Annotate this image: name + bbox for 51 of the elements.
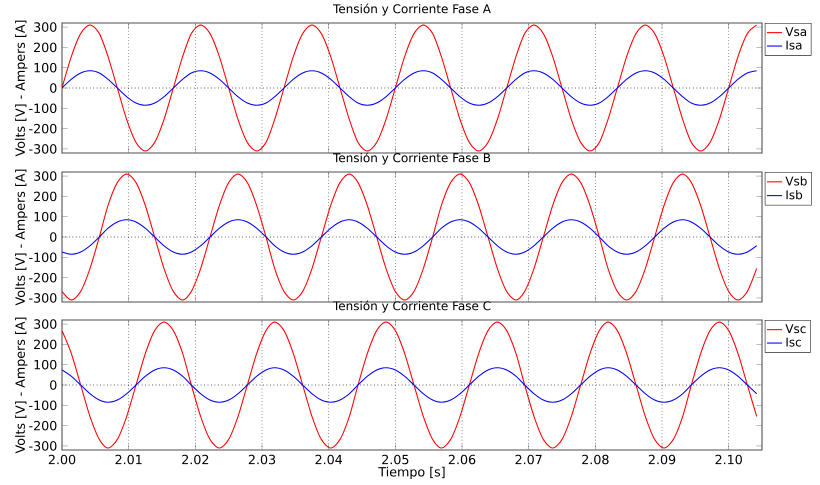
x-tick-label: 2.05 <box>382 454 408 464</box>
y-tick-label: -100 <box>29 104 56 114</box>
chart-title: Tensión y Corriente Fase A <box>332 4 491 16</box>
legend-label: Vsa <box>785 27 806 36</box>
y-axis-title: Volts [V] - Ampers [A] <box>15 318 28 454</box>
y-tick-label: 200 <box>34 192 56 202</box>
legend-label: Vsc <box>785 324 806 334</box>
y-tick-label: 300 <box>34 319 56 329</box>
y-tick-label: -300 <box>29 293 56 303</box>
chart-title: Tensión y Corriente Fase C <box>332 300 490 313</box>
y-tick-label: 100 <box>34 360 56 370</box>
y-tick-label: 0 <box>50 380 56 390</box>
y-tick-label: 0 <box>50 83 56 93</box>
x-tick-label: 2.07 <box>515 454 542 464</box>
y-tick-label: 100 <box>34 62 56 72</box>
y-axis-title: Volts [V] - Ampers [A] <box>15 170 28 306</box>
line-series <box>62 367 758 403</box>
legend-label: Isb <box>786 190 802 200</box>
y-tick-label: 200 <box>34 42 56 52</box>
y-tick-label: -300 <box>29 144 56 154</box>
y-axis-title: Volts [V] - Ampers [A] <box>15 20 28 156</box>
y-tick-label: 300 <box>34 22 56 32</box>
y-tick-label: 100 <box>34 212 56 222</box>
y-tick-label: -300 <box>29 441 56 451</box>
y-tick-label: -200 <box>29 124 56 134</box>
line-series <box>62 219 758 255</box>
line-series <box>62 322 758 449</box>
x-tick-label: 2.00 <box>48 454 76 464</box>
x-tick-label: 2.01 <box>115 454 142 464</box>
x-tick-label: 2.02 <box>182 454 208 464</box>
legend-label: Isc <box>786 338 801 347</box>
legend-label: Vsb <box>785 176 807 186</box>
y-tick-label: -100 <box>29 400 56 410</box>
y-tick-label: -100 <box>29 252 56 262</box>
line-series <box>62 70 758 106</box>
y-tick-label: 200 <box>34 340 56 350</box>
line-series <box>62 24 758 152</box>
line-series <box>62 173 758 301</box>
x-tick-label: 2.03 <box>248 454 276 464</box>
y-tick-label: -200 <box>29 420 56 430</box>
y-tick-label: 300 <box>34 171 56 181</box>
chart-title: Tensión y Corriente Fase B <box>332 152 490 165</box>
y-tick-label: -200 <box>29 272 56 282</box>
x-tick-label: 2.08 <box>582 454 609 464</box>
y-tick-label: 0 <box>50 232 56 242</box>
x-tick-label: 2.10 <box>715 454 742 464</box>
x-axis-title: Tiempo [s] <box>378 466 445 480</box>
x-tick-label: 2.09 <box>648 454 676 464</box>
x-tick-label: 2.04 <box>315 454 342 464</box>
x-tick-label: 2.06 <box>448 454 476 464</box>
legend-label: Isa <box>786 40 802 50</box>
